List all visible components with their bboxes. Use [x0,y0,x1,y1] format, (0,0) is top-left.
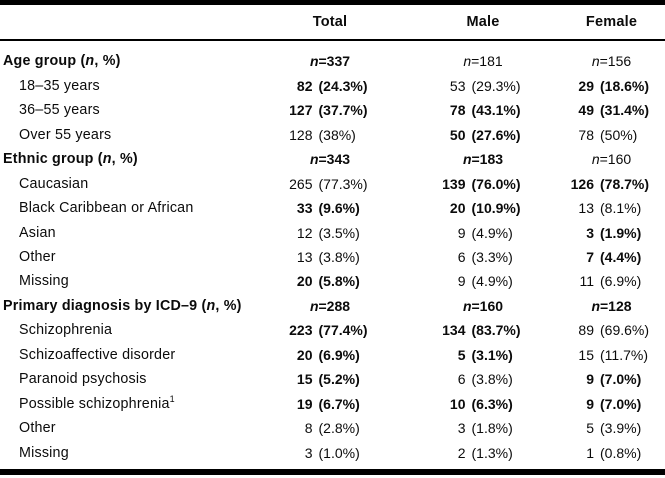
value-cell: 3 (1.0%) [304,444,360,461]
row-label: Paranoid psychosis [19,371,147,388]
row-label: Black Caribbean or African [19,200,194,217]
table-row: Schizophrenia 223 (77.4%) 134 (83.7%) 89 (69.6… [0,318,665,342]
value-cell: 9 (4.9%) [457,224,513,241]
table-row: Other 13 (3.8%) 6 (3.3%) 7 (4.4%) [0,245,665,269]
row-label: Possible schizophrenia1 [19,394,175,412]
table-row: Other 8 (2.8%) 3 (1.8%) 5 (3.9%) [0,416,665,440]
value-cell: 5 (3.1%) [457,346,513,363]
value-cell: 223 (77.4%) [289,322,368,339]
column-header-female: Female [585,14,638,30]
row-label: Ethnic group (n, %) [3,151,138,168]
table-row: Missing 3 (1.0%) 2 (1.3%) 1 (0.8%) [0,441,665,465]
value-cell: 134 (83.7%) [442,322,521,339]
value-cell: n=128 [591,297,632,314]
value-cell: 3 (1.9%) [586,224,642,241]
value-cell: 7 (4.4%) [586,248,642,265]
table-row: Paranoid psychosis 15 (5.2%) 6 (3.8%) 9 (7.0%) [0,367,665,391]
value-cell: 3 (1.8%) [457,420,513,437]
row-label: Schizophrenia [19,322,113,339]
value-cell: n=160 [591,151,632,168]
value-cell: n=183 [462,151,504,168]
value-cell: n=160 [462,297,504,314]
value-cell: 6 (3.3%) [457,248,513,265]
value-cell: 29 (18.6%) [578,77,650,94]
value-cell: 19 (6.7%) [296,395,360,412]
value-cell: 89 (69.6%) [578,322,650,339]
value-cell: 9 (7.0%) [586,395,642,412]
row-label: Missing [19,273,69,290]
table-top-rule [0,0,665,5]
value-cell: 15 (11.7%) [578,346,648,363]
column-header-male: Male [466,14,500,30]
value-cell: 82 (24.3%) [296,77,368,94]
value-cell: 53 (29.3%) [449,77,521,94]
value-cell: 20 (10.9%) [449,200,521,217]
table-row: Ethnic group (n, %) n=343 n=183 n=160 [0,147,665,171]
table-row: Asian 12 (3.5%) 9 (4.9%) 3 (1.9%) [0,220,665,244]
table-row: 36–55 years 127 (37.7%) 78 (43.1%) 49 (31.4%) [0,98,665,122]
row-label: Missing [19,444,69,461]
table-header: Total Male Female [0,5,665,41]
value-cell: 15 (5.2%) [296,371,360,388]
table-row: Schizoaffective disorder 20 (6.9%) 5 (3.1%) 1… [0,343,665,367]
value-cell: 9 (7.0%) [586,371,642,388]
value-cell: 78 (43.1%) [449,102,521,119]
column-header-total: Total [312,14,348,30]
value-cell: 12 (3.5%) [296,224,360,241]
value-cell: 13 (8.1%) [578,200,642,217]
value-cell: 2 (1.3%) [457,444,513,461]
value-cell: 5 (3.9%) [586,420,642,437]
table-row: Possible schizophrenia1 19 (6.7%) 10 (6.3%) 9… [0,392,665,416]
row-label: Asian [19,224,56,241]
table-row: Age group (n, %) n=337 n=181 n=156 [0,49,665,73]
value-cell: 11 (6.9%) [579,273,642,290]
value-cell: 50 (27.6%) [449,126,521,143]
value-cell: 13 (3.8%) [296,248,360,265]
row-label: 36–55 years [19,102,100,119]
value-cell: 126 (78.7%) [570,175,650,192]
table-body: Age group (n, %) n=337 n=181 n=156 18–35 yea… [0,41,665,469]
value-cell: 33 (9.6%) [296,200,360,217]
row-label: Primary diagnosis by ICD–9 (n, %) [3,297,242,314]
value-cell: 1 (0.8%) [586,444,642,461]
value-cell: 128 (38%) [289,126,356,143]
value-cell: n=181 [463,53,503,70]
value-cell: n=156 [591,53,632,70]
value-cell: 20 (6.9%) [296,346,360,363]
row-label: Age group (n, %) [3,53,121,70]
value-cell: 10 (6.3%) [449,395,513,412]
value-cell: 265 (77.3%) [289,175,368,192]
value-cell: n=337 [309,53,351,70]
value-cell: n=288 [309,297,351,314]
value-cell: 78 (50%) [578,126,638,143]
value-cell: 139 (76.0%) [442,175,521,192]
table-row: Caucasian 265 (77.3%) 139 (76.0%) 126 (78.7%) [0,171,665,195]
table-row: Primary diagnosis by ICD–9 (n, %) n=288 n=… [0,294,665,318]
row-label: Other [19,248,56,265]
row-label: Caucasian [19,175,89,192]
value-cell: 49 (31.4%) [578,102,650,119]
table-row: Missing 20 (5.8%) 9 (4.9%) 11 (6.9%) [0,269,665,293]
value-cell: 6 (3.8%) [457,371,513,388]
row-label: Schizoaffective disorder [19,346,176,363]
table-bottom-rule [0,469,665,475]
value-cell: 8 (2.8%) [304,420,360,437]
table-row: Black Caribbean or African 33 (9.6%) 20 (10.… [0,196,665,220]
table-row: 18–35 years 82 (24.3%) 53 (29.3%) 29 (18.6%) [0,73,665,97]
value-cell: 9 (4.9%) [457,273,513,290]
row-label: Other [19,420,56,437]
value-cell: 20 (5.8%) [296,273,360,290]
table-row: Over 55 years 128 (38%) 50 (27.6%) 78 (50%) [0,122,665,146]
row-label: 18–35 years [19,77,100,94]
value-cell: n=343 [309,151,351,168]
value-cell: 127 (37.7%) [289,102,368,119]
row-label: Over 55 years [19,126,112,143]
